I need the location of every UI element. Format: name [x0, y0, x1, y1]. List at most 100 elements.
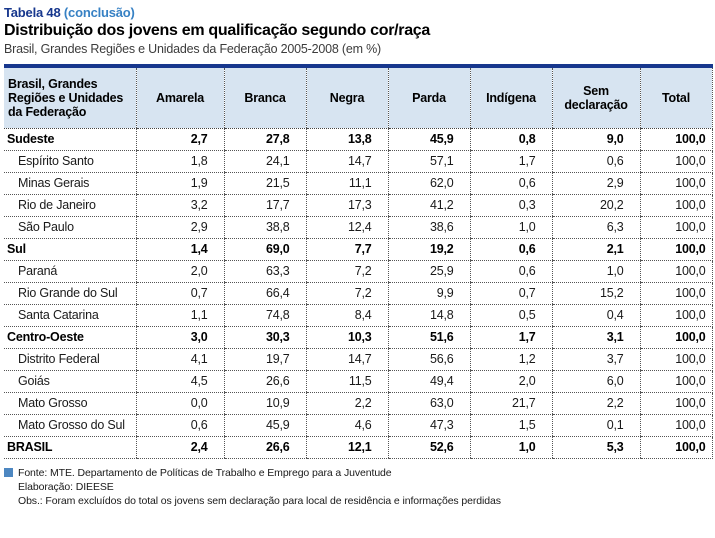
cell-value: 25,9: [387, 260, 470, 283]
cell-value: 0,6: [135, 414, 224, 437]
note-square-icon: [4, 467, 13, 477]
cell-value: 1,7: [469, 150, 552, 173]
source-note: Fonte: MTE. Departamento de Políticas de…: [4, 466, 712, 480]
section-row: Sul 1,4 69,0 7,7 19,2 0,6 2,1 100,0: [4, 238, 713, 261]
table-number-label: Tabela 48 (conclusão): [4, 5, 712, 20]
cell-value: 7,2: [305, 260, 388, 283]
page-title: Distribuição dos jovens em qualificação …: [4, 22, 430, 39]
cell-value: 2,9: [551, 172, 640, 195]
cell-value: 1,8: [135, 150, 224, 173]
cell-value: 14,8: [387, 304, 470, 327]
cell-value: 12,1: [305, 436, 388, 459]
cell-value: 7,2: [305, 282, 388, 305]
cell-value: 66,4: [223, 282, 306, 305]
row-label: São Paulo: [4, 216, 136, 239]
cell-value: 24,1: [223, 150, 306, 173]
cell-value: 2,2: [551, 392, 640, 415]
cell-value: 63,3: [223, 260, 306, 283]
cell-value: 3,1: [551, 326, 640, 349]
column-header-2: Branca: [223, 66, 306, 129]
row-label: Centro-Oeste: [4, 326, 136, 349]
cell-value: 10,9: [223, 392, 306, 415]
section-row: Centro-Oeste 3,0 30,3 10,3 51,6 1,7 3,1 100,0: [4, 326, 713, 349]
table-row: Rio de Janeiro 3,2 17,7 17,3 41,2 0,3 20,2 100,…: [4, 194, 713, 217]
cell-value: 4,6: [305, 414, 388, 437]
cell-value: 41,2: [387, 194, 470, 217]
column-header-5: Indígena: [469, 66, 552, 129]
row-label: Sul: [4, 238, 136, 261]
cell-value: 2,0: [469, 370, 552, 393]
cell-value: 8,4: [305, 304, 388, 327]
cell-value: 100,0: [639, 238, 713, 261]
cell-value: 13,8: [305, 128, 388, 151]
cell-value: 63,0: [387, 392, 470, 415]
cell-value: 100,0: [639, 282, 713, 305]
cell-value: 57,1: [387, 150, 470, 173]
cell-value: 6,0: [551, 370, 640, 393]
table-row: Minas Gerais 1,9 21,5 11,1 62,0 0,6 2,9 100,0: [4, 172, 713, 195]
column-header-7: Total: [639, 66, 713, 129]
cell-value: 12,4: [305, 216, 388, 239]
row-label: Distrito Federal: [4, 348, 136, 371]
cell-value: 1,0: [551, 260, 640, 283]
cell-value: 0,8: [469, 128, 552, 151]
cell-value: 49,4: [387, 370, 470, 393]
cell-value: 0,0: [135, 392, 224, 415]
row-label: BRASIL: [4, 436, 136, 459]
row-label: Mato Grosso: [4, 392, 136, 415]
row-label: Goiás: [4, 370, 136, 393]
source-note-text: Fonte: MTE. Departamento de Políticas de…: [18, 466, 392, 479]
cell-value: 62,0: [387, 172, 470, 195]
cell-value: 21,7: [469, 392, 552, 415]
table-row: Rio Grande do Sul 0,7 66,4 7,2 9,9 0,7 15,2 100…: [4, 282, 713, 305]
cell-value: 2,1: [551, 238, 640, 261]
cell-value: 45,9: [387, 128, 470, 151]
row-label: Sudeste: [4, 128, 136, 151]
cell-value: 11,5: [305, 370, 388, 393]
cell-value: 4,1: [135, 348, 224, 371]
cell-value: 11,1: [305, 172, 388, 195]
cell-value: 17,3: [305, 194, 388, 217]
cell-value: 100,0: [639, 216, 713, 239]
cell-value: 0,6: [551, 150, 640, 173]
cell-value: 3,0: [135, 326, 224, 349]
cell-value: 0,3: [469, 194, 552, 217]
cell-value: 100,0: [639, 326, 713, 349]
cell-value: 0,7: [469, 282, 552, 305]
cell-value: 2,4: [135, 436, 224, 459]
column-header-6: Sem declaração: [551, 66, 640, 129]
data-table: Brasil, Grandes Regiões e Unidades da Fe…: [4, 64, 713, 459]
row-header-cell: Brasil, Grandes Regiões e Unidades da Fe…: [4, 66, 136, 129]
cell-value: 6,3: [551, 216, 640, 239]
cell-value: 0,6: [469, 260, 552, 283]
row-label: Mato Grosso do Sul: [4, 414, 136, 437]
table-notes: Fonte: MTE. Departamento de Políticas de…: [4, 466, 712, 509]
cell-value: 100,0: [639, 304, 713, 327]
cell-value: 0,6: [469, 238, 552, 261]
cell-value: 10,3: [305, 326, 388, 349]
cell-value: 52,6: [387, 436, 470, 459]
cell-value: 100,0: [639, 128, 713, 151]
cell-value: 2,7: [135, 128, 224, 151]
table-number-note: (conclusão): [63, 5, 135, 20]
cell-value: 0,1: [551, 414, 640, 437]
cell-value: 1,1: [135, 304, 224, 327]
cell-value: 19,7: [223, 348, 306, 371]
cell-value: 100,0: [639, 260, 713, 283]
cell-value: 38,8: [223, 216, 306, 239]
cell-value: 100,0: [639, 370, 713, 393]
cell-value: 51,6: [387, 326, 470, 349]
table-number: Tabela 48: [4, 5, 61, 20]
cell-value: 0,5: [469, 304, 552, 327]
row-label: Rio de Janeiro: [4, 194, 136, 217]
row-label: Santa Catarina: [4, 304, 136, 327]
cell-value: 9,9: [387, 282, 470, 305]
cell-value: 2,0: [135, 260, 224, 283]
cell-value: 0,7: [135, 282, 224, 305]
cell-value: 9,0: [551, 128, 640, 151]
cell-value: 1,0: [469, 216, 552, 239]
cell-value: 38,6: [387, 216, 470, 239]
cell-value: 100,0: [639, 436, 713, 459]
cell-value: 17,7: [223, 194, 306, 217]
